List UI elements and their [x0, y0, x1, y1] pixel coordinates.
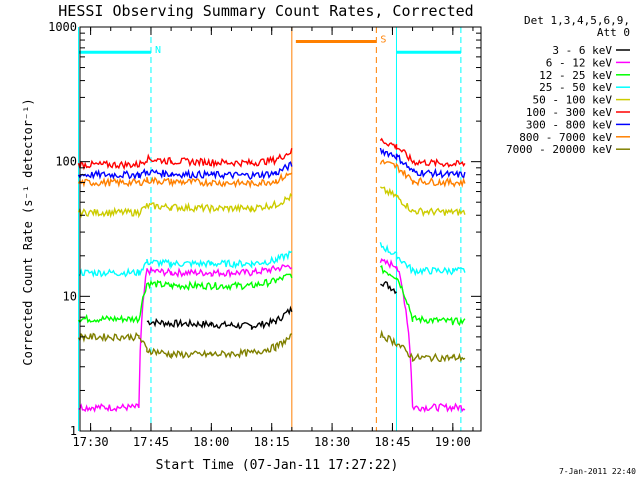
legend-label: 100 - 300 keV — [526, 106, 612, 119]
y-tick-label: 1000 — [48, 20, 77, 34]
chart-title: HESSI Observing Summary Count Rates, Cor… — [58, 2, 473, 20]
legend-label: 3 - 6 keV — [552, 44, 612, 57]
plot-frame — [79, 26, 482, 432]
series-line-5 — [77, 137, 466, 171]
legend-header-line-1: Det 1,3,4,5,6,9, — [524, 14, 630, 27]
x-tick-label: 18:30 — [314, 435, 350, 449]
legend-label: 6 - 12 keV — [546, 56, 613, 69]
chart-marks: NS — [77, 27, 466, 431]
legend-header-line-2: Att 0 — [597, 26, 630, 39]
x-tick-label: 17:45 — [133, 435, 169, 449]
series-line-3 — [78, 242, 466, 278]
x-tick-label: 18:45 — [374, 435, 410, 449]
y-axis-label: Corrected Count Rate (s⁻¹ detector⁻¹) — [21, 98, 35, 365]
series-line-7 — [77, 159, 466, 189]
legend-label: 50 - 100 keV — [533, 94, 613, 107]
x-tick-label: 19:00 — [435, 435, 471, 449]
series-line-1 — [78, 258, 466, 413]
series-line-0 — [146, 280, 397, 330]
series-line-4 — [77, 186, 466, 219]
x-tick-label: 17:30 — [73, 435, 109, 449]
y-tick-label: 100 — [55, 155, 77, 169]
x-axis-label: Start Time (07-Jan-11 17:27:22) — [156, 458, 399, 473]
x-tick-label: 18:00 — [193, 435, 229, 449]
legend-label: 12 - 25 keV — [539, 69, 612, 82]
series-line-6 — [77, 147, 466, 181]
legend-label: 25 - 50 keV — [539, 81, 612, 94]
annotation-label-2: S — [380, 35, 386, 46]
series-line-8 — [77, 329, 466, 363]
legend-label: 800 - 7000 keV — [519, 131, 612, 144]
y-tick-label: 1 — [70, 424, 77, 438]
legend-label: 300 - 800 keV — [526, 118, 612, 131]
generation-timestamp: 7-Jan-2011 22:40 — [559, 467, 636, 476]
chart-axes: 17:30 17:45 18:00 18:15 18:30 18:45 19:00 1 10 10… — [48, 20, 481, 449]
series-line-2 — [77, 264, 466, 327]
x-tick-label: 18:15 — [254, 435, 290, 449]
legend-label: 7000 - 20000 keV — [506, 143, 612, 156]
y-tick-label: 10 — [63, 289, 77, 303]
annotation-label-0: N — [155, 45, 161, 56]
